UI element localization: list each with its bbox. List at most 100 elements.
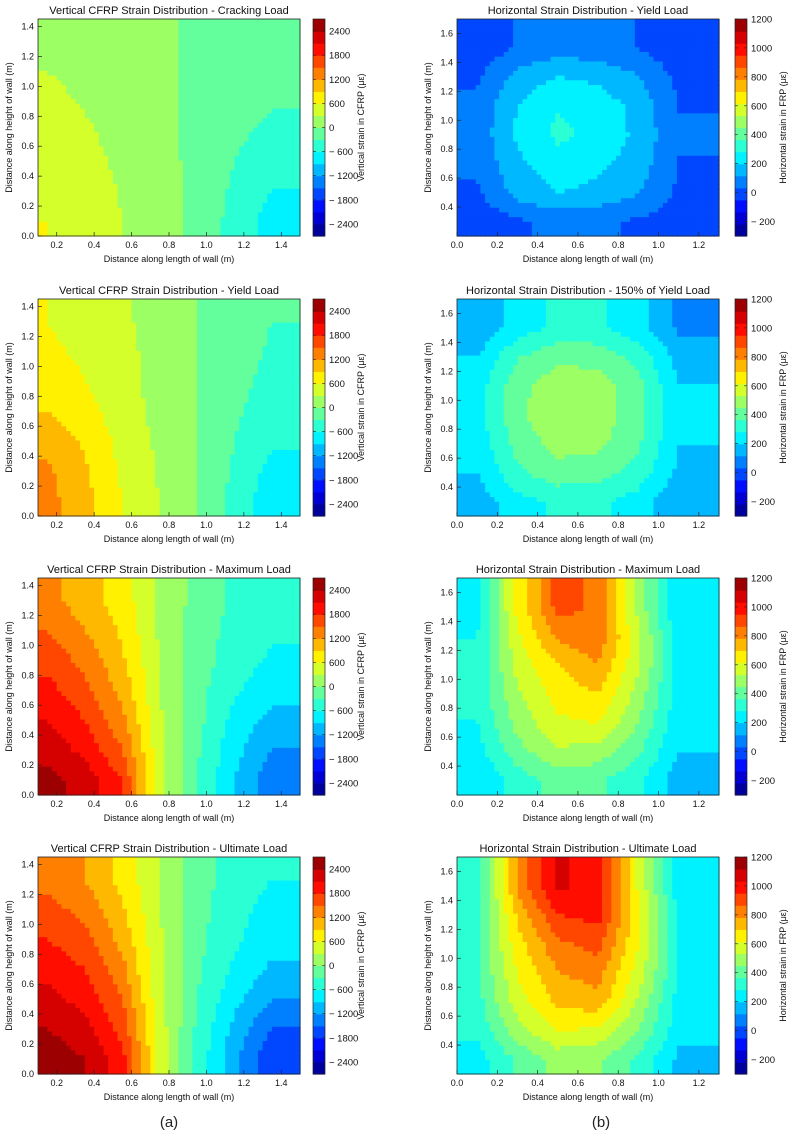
heatmap-cell (485, 103, 491, 110)
heatmap-cell (686, 169, 692, 176)
heatmap-cell (197, 169, 203, 176)
heatmap-cell (220, 165, 226, 171)
heatmap-cell (80, 113, 86, 119)
heatmap-cell (197, 221, 203, 228)
heatmap-cell (620, 160, 627, 166)
heatmap-cell (690, 47, 697, 53)
heatmap-cell (61, 226, 67, 232)
heatmap-cell (639, 132, 645, 138)
heatmap-cell (536, 132, 542, 138)
heatmap-cell (494, 155, 500, 162)
heatmap-cell (140, 52, 147, 58)
heatmap-cell (117, 66, 123, 72)
heatmap-cell (597, 52, 603, 58)
heatmap-cell (644, 141, 650, 147)
heatmap-cell (653, 174, 659, 180)
heatmap-cell (117, 155, 123, 162)
heatmap-cell (38, 75, 44, 81)
heatmap-cell (183, 89, 189, 96)
heatmap-cell (573, 75, 580, 81)
heatmap-cell (290, 146, 296, 152)
heatmap-cell (545, 188, 552, 195)
heatmap-cell (234, 99, 240, 105)
heatmap-cell (84, 221, 91, 228)
heatmap-cell (140, 122, 147, 129)
heatmap-cell (662, 207, 669, 214)
heatmap-cell (173, 23, 179, 30)
heatmap-cell (461, 184, 467, 190)
heatmap-cell (42, 141, 48, 147)
heatmap-cell (243, 136, 250, 143)
heatmap-cell (262, 221, 268, 228)
heatmap-cell (206, 42, 212, 48)
heatmap-cell (555, 202, 561, 209)
heatmap-cell (75, 184, 81, 190)
heatmap-cell (215, 155, 222, 162)
heatmap-cell (122, 226, 128, 232)
heatmap-cell (489, 193, 496, 199)
heatmap-cell (545, 193, 552, 199)
heatmap-cell (644, 23, 650, 30)
heatmap-cell (494, 202, 500, 209)
heatmap-cell (485, 42, 491, 48)
heatmap-cell (485, 47, 491, 53)
heatmap-cell (709, 19, 715, 25)
heatmap-cell (681, 42, 687, 48)
heatmap-cell (94, 231, 100, 237)
heatmap-cell (653, 122, 659, 129)
heatmap-cell (285, 198, 292, 204)
heatmap-cell (639, 75, 645, 81)
heatmap-cell (489, 169, 496, 176)
heatmap-cell (234, 80, 240, 86)
heatmap-cell (644, 169, 650, 176)
heatmap-cell (285, 122, 292, 129)
heatmap-cell (285, 151, 292, 157)
heatmap-cell (103, 42, 109, 48)
heatmap-cell (475, 89, 481, 96)
heatmap-cell (625, 66, 631, 72)
heatmap-cell (531, 165, 538, 171)
heatmap-cell (489, 56, 496, 63)
heatmap-cell (38, 19, 44, 25)
heatmap-cell (38, 207, 44, 214)
heatmap-cell (66, 52, 72, 58)
heatmap-cell (281, 99, 287, 105)
heatmap-cell (545, 52, 552, 58)
heatmap-cell (159, 118, 165, 124)
heatmap-cell (126, 217, 133, 223)
heatmap-cell (648, 28, 655, 34)
heatmap-cell (187, 217, 193, 223)
heatmap-cell (681, 61, 687, 67)
heatmap-cell (154, 207, 161, 214)
heatmap-cell (173, 89, 179, 96)
heatmap-cell (592, 132, 598, 138)
heatmap-cell (475, 136, 481, 143)
heatmap-cell (89, 212, 95, 218)
heatmap-cell (253, 226, 259, 232)
heatmap-cell (215, 136, 222, 143)
heatmap-cell (522, 132, 528, 138)
heatmap-cell (602, 151, 608, 157)
y-tick-label: 1.2 (21, 51, 34, 61)
heatmap-cell (47, 169, 53, 176)
heatmap-cell (634, 28, 641, 34)
heatmap-cell (131, 61, 137, 67)
heatmap-cell (66, 19, 72, 25)
heatmap-cell (234, 56, 240, 63)
heatmap-cell (485, 33, 491, 39)
heatmap-cell (257, 212, 264, 218)
heatmap-cell (164, 165, 170, 171)
heatmap-cell (173, 33, 179, 39)
heatmap-cell (140, 33, 147, 39)
heatmap-cell (108, 193, 114, 199)
heatmap-cell (140, 28, 147, 34)
heatmap-cell (159, 202, 165, 209)
heatmap-cell (248, 108, 254, 114)
heatmap-cell (285, 207, 292, 214)
heatmap-cell (267, 146, 273, 152)
heatmap-cell (709, 118, 715, 124)
heatmap-cell (686, 155, 692, 162)
heatmap-cell (588, 207, 594, 214)
heatmap-cell (667, 169, 673, 176)
heatmap-cell (461, 52, 467, 58)
